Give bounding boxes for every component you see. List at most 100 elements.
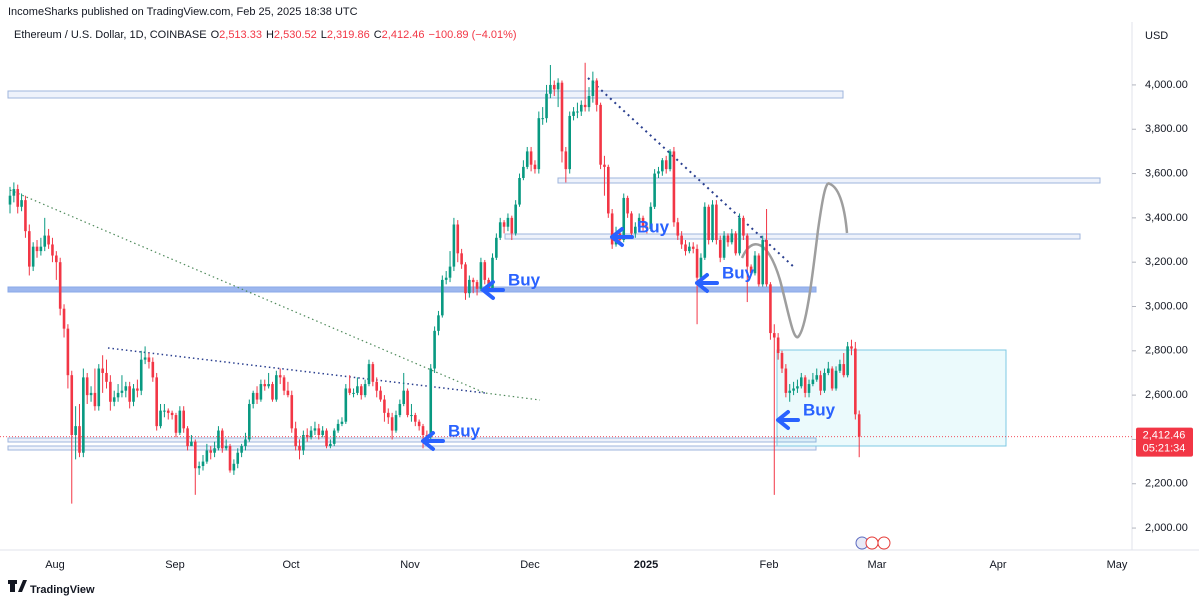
candle-body bbox=[441, 279, 444, 316]
candle-body bbox=[726, 235, 730, 243]
ohlc-key: L bbox=[321, 29, 327, 41]
candle-body bbox=[35, 246, 39, 252]
candle-body bbox=[294, 428, 297, 447]
candle-body bbox=[240, 446, 243, 453]
candle-body bbox=[699, 257, 703, 278]
candle-body bbox=[82, 377, 85, 453]
candle-body bbox=[163, 410, 166, 412]
buy-label: Buy bbox=[448, 421, 481, 440]
candle-body bbox=[251, 392, 255, 404]
candle-body bbox=[186, 428, 189, 447]
candle-body bbox=[846, 346, 849, 376]
candle-body bbox=[136, 388, 139, 391]
candle-body bbox=[209, 450, 213, 453]
candle-body bbox=[715, 204, 718, 241]
candle-body bbox=[433, 330, 436, 369]
candle-body bbox=[170, 412, 174, 416]
candle-body bbox=[475, 282, 479, 289]
candle-body bbox=[502, 222, 506, 227]
candle-body bbox=[8, 195, 12, 205]
candle-body bbox=[101, 368, 104, 373]
projection-path bbox=[740, 182, 849, 339]
ohlc-value: 2,513.33 bbox=[219, 29, 262, 41]
candle-body bbox=[93, 392, 97, 407]
candle-body bbox=[684, 244, 687, 252]
change: −100.89 (−4.01%) bbox=[428, 29, 516, 41]
candle-body bbox=[772, 333, 776, 338]
candle-body bbox=[552, 84, 556, 90]
countdown: 05:21:34 bbox=[1143, 443, 1186, 455]
candle-body bbox=[745, 235, 749, 267]
candle-body bbox=[664, 160, 668, 170]
candle-body bbox=[514, 204, 517, 234]
candle-body bbox=[661, 160, 664, 172]
candle-body bbox=[224, 446, 228, 449]
candle-body bbox=[854, 348, 857, 415]
candle-body bbox=[576, 111, 579, 113]
candle-body bbox=[676, 222, 680, 236]
last-price-label: 2,412.46 bbox=[1143, 430, 1186, 442]
candle-body bbox=[560, 82, 564, 152]
candle-body bbox=[630, 213, 633, 234]
candle-body bbox=[464, 264, 467, 294]
zone bbox=[504, 233, 1081, 240]
candle-body bbox=[483, 262, 487, 280]
drawings bbox=[7, 77, 1101, 550]
trend-line bbox=[587, 77, 796, 269]
candle-body bbox=[591, 80, 595, 97]
candle-body bbox=[680, 235, 683, 245]
logo bbox=[8, 580, 27, 592]
candle-body bbox=[626, 197, 629, 214]
candle-body bbox=[379, 390, 382, 400]
candle-body bbox=[406, 390, 409, 416]
plot: 2,000.002,200.002,400.002,600.002,800.00… bbox=[0, 62, 1193, 571]
candle-body bbox=[85, 377, 89, 396]
candle-body bbox=[800, 377, 803, 387]
candle-body bbox=[603, 164, 606, 167]
candle-body bbox=[610, 213, 614, 245]
candle-body bbox=[421, 426, 425, 436]
x-tick-label: 2025 bbox=[634, 559, 658, 571]
candle-body bbox=[166, 410, 170, 413]
candle-body bbox=[147, 357, 151, 362]
candle-body bbox=[688, 246, 691, 252]
candle-body bbox=[340, 421, 344, 424]
candle-body bbox=[568, 115, 571, 170]
candle-body bbox=[89, 392, 93, 396]
candle-body bbox=[201, 461, 205, 467]
candle-body bbox=[282, 377, 286, 391]
candle-body bbox=[228, 446, 232, 471]
candle-body bbox=[657, 171, 660, 174]
candle-body bbox=[43, 235, 47, 247]
candle-body bbox=[109, 381, 112, 402]
y-tick-label: 3,000.00 bbox=[1145, 300, 1188, 312]
candle-body bbox=[695, 248, 699, 278]
candle-body bbox=[386, 412, 390, 418]
candle-body bbox=[259, 384, 263, 400]
candle-body bbox=[607, 166, 610, 214]
candle-body bbox=[124, 386, 128, 391]
candle-body bbox=[367, 364, 371, 385]
candle-body bbox=[707, 206, 710, 241]
candle-body bbox=[302, 435, 305, 451]
candle-body bbox=[634, 226, 637, 234]
candle-body bbox=[452, 224, 456, 267]
candle-body bbox=[753, 255, 757, 274]
event-icon bbox=[877, 536, 891, 550]
candle-body bbox=[151, 361, 155, 378]
candle-body bbox=[197, 466, 201, 469]
candle-body bbox=[850, 346, 853, 349]
y-tick-label: 2,000.00 bbox=[1145, 522, 1188, 534]
candle-body bbox=[143, 357, 147, 360]
candle-body bbox=[479, 262, 483, 289]
currency: USD bbox=[1145, 30, 1168, 42]
candle-body bbox=[51, 244, 54, 256]
publisher: IncomeSharks published on TradingView.co… bbox=[8, 6, 358, 18]
candle-body bbox=[537, 118, 541, 170]
ohlc-value: 2,412.46 bbox=[382, 29, 425, 41]
candle-body bbox=[549, 84, 552, 94]
candle-body bbox=[518, 177, 521, 205]
y-tick-label: 2,600.00 bbox=[1145, 389, 1188, 401]
footer: TradingView bbox=[8, 580, 95, 596]
candle-body bbox=[749, 266, 753, 274]
